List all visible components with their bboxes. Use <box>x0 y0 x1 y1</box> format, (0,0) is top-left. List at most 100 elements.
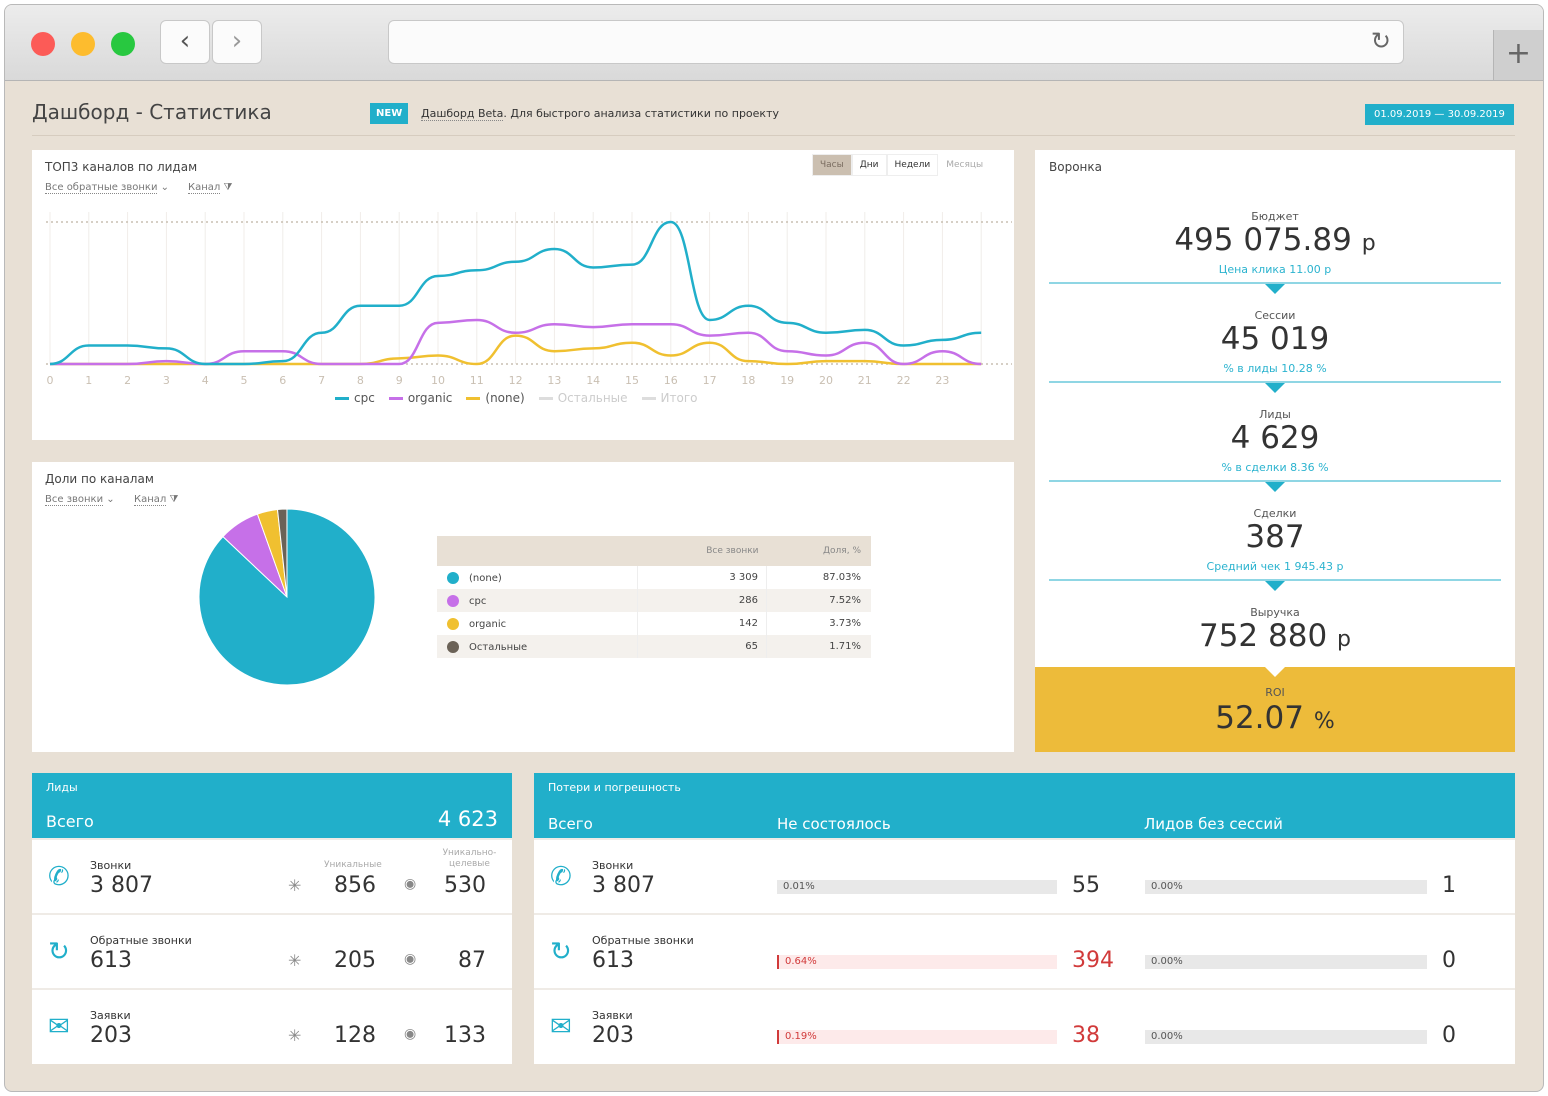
x-tick-label: 20 <box>819 374 833 387</box>
target-icon: ◉ <box>404 951 417 967</box>
step-value: 387 <box>1245 519 1305 555</box>
failed-value: 394 <box>1072 948 1114 973</box>
close-window-button[interactable] <box>31 32 55 56</box>
x-tick-label: 5 <box>241 374 248 387</box>
arrow-down-icon <box>1265 284 1285 294</box>
losses-header: Потери и погрешность Всего Не состоялось… <box>534 773 1515 838</box>
target-icon: ◉ <box>404 1026 417 1042</box>
period-days[interactable]: Дни <box>851 154 887 176</box>
line-chart: 0 1 2 3 4 5 6 7 8 9 10 11 12 13 14 15 16 17 18 19 20 21 22 23 <box>46 212 1012 387</box>
phone-icon: ✆ <box>550 862 572 892</box>
chevron-right-icon: › <box>231 26 243 56</box>
step-label: Выручка <box>1250 606 1300 619</box>
step-note: Цена клика 11.00 р <box>1218 263 1332 276</box>
unique-icon: ✳ <box>288 951 302 970</box>
legend-organic[interactable]: organic <box>388 391 452 405</box>
shares-table: Все звонки Доля, % (none) 3 309 87.03% cpc… <box>437 536 871 658</box>
period-hours[interactable]: Часы <box>812 154 852 176</box>
new-tab-button[interactable]: + <box>1493 30 1543 80</box>
forward-button[interactable]: › <box>212 20 262 64</box>
filter-calls-dropdown[interactable]: Все обратные звонки ⌄ <box>45 182 170 194</box>
filter-label: Канал <box>188 182 221 194</box>
x-tick-label: 3 <box>163 374 170 387</box>
total-label: Всего <box>46 812 94 831</box>
unique-target-label: Уникально-целевые <box>442 848 497 869</box>
filter-channel[interactable]: Канал ⧩ <box>188 182 233 194</box>
funnel-step: Выручка 752 880 р <box>1035 604 1515 703</box>
card-title: Воронка <box>1049 160 1102 174</box>
leads-row: ✆ Звонки 3 807 Уникальные Уникально-целев… <box>32 838 512 913</box>
no-session-value: 0 <box>1442 948 1456 973</box>
divider <box>1049 381 1501 383</box>
step-value: 752 880 р <box>1198 618 1352 654</box>
col-failed: Не состоялось <box>777 815 891 833</box>
legend-none[interactable]: (none) <box>466 391 525 405</box>
period-weeks[interactable]: Недели <box>886 154 939 176</box>
step-label: Сделки <box>1253 507 1297 520</box>
failed-value: 38 <box>1072 1023 1100 1048</box>
maximize-window-button[interactable] <box>111 32 135 56</box>
x-tick-label: 17 <box>703 374 717 387</box>
row-name: Звонки <box>592 859 634 872</box>
calls-value: 3 309 <box>637 566 768 589</box>
x-tick-label: 13 <box>547 374 561 387</box>
step-note: % в сделки 8.36 % <box>1221 461 1329 474</box>
plus-icon: + <box>1505 36 1532 71</box>
x-tick-label: 8 <box>357 374 364 387</box>
minimize-window-button[interactable] <box>71 32 95 56</box>
leads-card: Лиды Всего 4 623 ✆ Звонки 3 807 Уникальн… <box>32 773 512 1064</box>
channel-name: cpc <box>469 595 487 607</box>
step-value: 495 075.89 р <box>1174 222 1376 258</box>
row-total: 203 <box>592 1023 634 1048</box>
chevron-left-icon: ‹ <box>179 26 191 56</box>
no-session-value: 1 <box>1442 873 1456 898</box>
chevron-down-icon: ⌄ <box>160 182 170 193</box>
reload-icon[interactable]: ↻ <box>1370 27 1391 55</box>
unique-label: Уникальные <box>324 860 382 870</box>
roi-block: ROI 52.07 % <box>1035 667 1515 752</box>
row-total: 3 807 <box>592 873 655 898</box>
arrow-down-icon <box>1265 581 1285 591</box>
filter-calls-dropdown[interactable]: Все звонки ⌄ <box>45 494 115 506</box>
legend-others[interactable]: Остальные <box>538 391 628 405</box>
new-badge: NEW <box>370 103 409 124</box>
color-dot-icon <box>447 617 459 630</box>
legend-cpc[interactable]: cpc <box>335 391 375 405</box>
channel-name: organic <box>469 618 507 630</box>
roi-value: 52.07 % <box>1215 700 1335 736</box>
beta-link[interactable]: Дашборд Beta <box>421 107 504 121</box>
unique-icon: ✳ <box>288 1026 302 1045</box>
step-note: Средний чек 1 945.43 р <box>1206 560 1344 573</box>
no-session-bar: 0.00% <box>1145 955 1427 969</box>
color-dot-icon <box>447 594 459 607</box>
table-row: cpc 286 7.52% <box>437 589 871 612</box>
back-button[interactable]: ‹ <box>160 20 210 64</box>
filter-label: Все звонки <box>45 494 104 506</box>
roi-label: ROI <box>1265 686 1285 699</box>
address-bar[interactable]: ↻ <box>388 20 1404 64</box>
mail-icon: ✉ <box>48 1012 70 1042</box>
arrow-icon <box>1265 667 1285 677</box>
date-range-picker[interactable]: 01.09.2019 — 30.09.2019 <box>1365 104 1514 125</box>
pie-slice[interactable] <box>276 508 288 598</box>
funnel-step: Лиды 4 629 % в сделки 8.36 % <box>1035 406 1515 505</box>
x-tick-label: 23 <box>935 374 949 387</box>
share-value: 87.03% <box>822 572 861 583</box>
row-unique: 856 <box>334 873 376 898</box>
period-months[interactable]: Месяцы <box>946 160 984 170</box>
share-value: 1.71% <box>829 641 861 652</box>
top-channels-card: ТОП3 каналов по лидам Все обратные звонк… <box>32 150 1014 440</box>
card-title: Доли по каналам <box>45 472 154 486</box>
failed-value: 55 <box>1072 873 1100 898</box>
browser-toolbar: ‹ › ↻ + <box>5 5 1543 81</box>
unique-icon: ✳ <box>288 876 302 895</box>
filter-icon: ⧩ <box>223 182 233 193</box>
x-tick-label: 6 <box>279 374 286 387</box>
filter-channel[interactable]: Канал ⧩ <box>134 494 178 506</box>
legend-total[interactable]: Итого <box>641 391 698 405</box>
x-tick-label: 10 <box>431 374 445 387</box>
x-tick-label: 0 <box>47 374 54 387</box>
table-row: organic 142 3.73% <box>437 612 871 635</box>
failed-bar: 0.01% <box>777 880 1057 894</box>
beta-text: . Для быстрого анализа статистики по про… <box>503 107 779 120</box>
